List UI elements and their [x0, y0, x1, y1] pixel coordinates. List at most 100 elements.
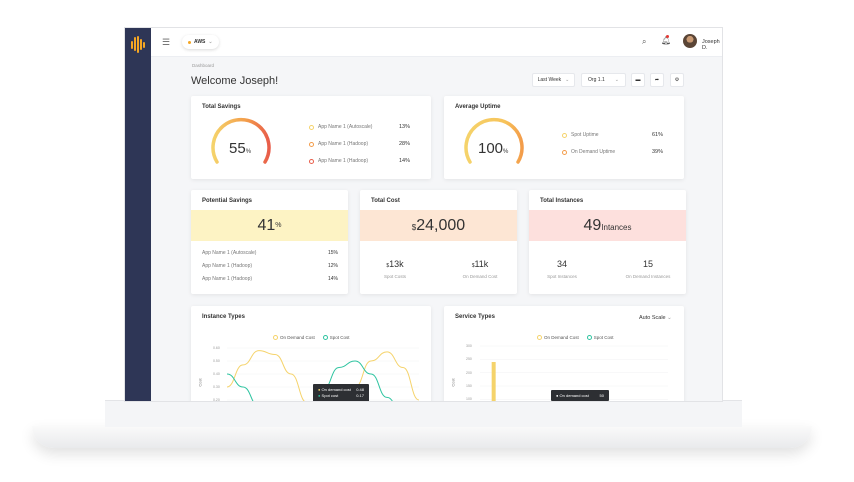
average-uptime-gauge: [464, 117, 524, 164]
y-tick-label: 200: [466, 370, 472, 375]
app-screen: ☰ AWS ⌄ ⌕ 🔔︎ Joseph D. ⌄ Dashboard Welco…: [125, 28, 722, 401]
y-tick-label: 0.60: [213, 346, 220, 350]
legend-item: Spot Uptime: [562, 132, 599, 138]
tooltip-row: ● On demand cost 50: [556, 393, 604, 398]
sidebar: [125, 28, 151, 401]
potential-savings-card: Potential Savings 41% App Name 1 (Autosc…: [191, 190, 348, 294]
list-item: App Name 1 (Hadoop) 14%: [202, 276, 338, 282]
menu-icon[interactable]: ☰: [162, 37, 171, 47]
total-instances-value: 49: [583, 216, 602, 234]
brand-logo-icon[interactable]: [131, 36, 146, 53]
legend-item: App Name 1 (Hadoop): [309, 158, 368, 164]
legend-pct: 61%: [652, 132, 664, 138]
search-icon[interactable]: ⌕: [642, 37, 647, 46]
legend-pct: 13%: [399, 124, 411, 130]
spot-instances-label: Spot Instances: [547, 274, 577, 279]
card-title: Total Cost: [371, 198, 400, 204]
range-select[interactable]: Last Week ⌄: [532, 73, 575, 87]
breadcrumb[interactable]: Dashboard: [192, 63, 215, 68]
chevron-down-icon: ⌄: [208, 39, 213, 45]
total-savings-card: Total Savings 55% App Name 1 (Autoscale)…: [191, 96, 431, 179]
chart-legend: On Demand Cost Spot Cost: [537, 335, 614, 340]
message-button[interactable]: ▬: [631, 73, 645, 87]
on-demand-cost-label: On Demand Cost: [462, 274, 498, 279]
legend-item[interactable]: On Demand Cost: [273, 335, 315, 340]
share-button[interactable]: ➦: [650, 73, 664, 87]
spot-cost-label: Spot Costs: [383, 274, 406, 279]
service-types-card: Service Types Auto Scale ⌄ On Demand Cos…: [444, 306, 684, 401]
instance-types-chart: [226, 347, 420, 401]
chevron-down-icon: ⌄: [667, 315, 672, 321]
average-uptime-card: Average Uptime 100% Spot Uptime 61% On D…: [444, 96, 684, 179]
card-title: Total Savings: [202, 104, 241, 110]
y-tick-label: 0.30: [213, 385, 220, 389]
y-tick-label: 250: [466, 357, 472, 362]
circle-icon: [309, 158, 314, 164]
circle-icon: [562, 132, 567, 138]
message-icon: ▬: [635, 77, 641, 83]
avatar[interactable]: [683, 34, 697, 48]
card-title: Total Instances: [540, 198, 584, 204]
circle-icon: [322, 335, 328, 340]
on-demand-instances-label: On Demand Instances: [625, 274, 671, 279]
chart-legend: On Demand Cost Spot Cost: [273, 335, 350, 340]
circle-icon: [273, 335, 278, 340]
chart-tooltip: ● On demand cost 50: [551, 390, 609, 401]
org-select-label: Org 1.1: [588, 77, 605, 83]
unit-label: Intances: [601, 222, 632, 232]
total-cost-card: Total Cost $24,000 $13k Spot Costs $11k …: [360, 190, 517, 294]
y-tick-label: 0.20: [213, 398, 220, 401]
instance-types-card: Instance Types On Demand Cost Spot Cost …: [191, 306, 431, 401]
on-demand-cost-value: $11k: [471, 259, 489, 269]
scale-select[interactable]: Auto Scale ⌄: [639, 315, 672, 321]
cloud-selector-label: AWS: [194, 39, 206, 45]
series-line-on-demand-cost: [226, 350, 420, 401]
top-bar: ☰ AWS ⌄ ⌕ 🔔︎ Joseph D. ⌄: [151, 28, 722, 57]
legend-item[interactable]: Spot Cost: [322, 335, 350, 340]
chevron-down-icon: ⌄: [565, 77, 570, 83]
status-dot-icon: [188, 40, 191, 44]
potential-savings-value: 41: [257, 216, 276, 234]
list-item: App Name 1 (Autoscale) 15%: [202, 250, 338, 256]
tooltip-row: ● Spot cost 0.17: [318, 393, 364, 398]
legend-item: App Name 1 (Autoscale): [309, 124, 372, 130]
y-tick-label: 150: [466, 384, 472, 388]
chart-tooltip: ● On demand cost 0.48 ● Spot cost 0.17: [313, 384, 369, 401]
laptop-lip: [105, 400, 742, 427]
legend-pct: 14%: [399, 158, 411, 164]
average-uptime-value: 100%: [478, 140, 509, 157]
bell-icon[interactable]: 🔔︎: [661, 36, 672, 45]
user-name[interactable]: Joseph D.: [702, 39, 720, 51]
total-instances-band: 49 Intances: [529, 210, 686, 241]
cloud-selector[interactable]: AWS ⌄: [182, 35, 219, 49]
unit-label: %: [275, 222, 282, 229]
circle-icon: [562, 149, 567, 155]
total-savings-value: 55%: [229, 140, 252, 157]
currency-symbol: $: [411, 223, 417, 232]
legend-item[interactable]: Spot Cost: [586, 335, 614, 340]
gear-icon: ⚙: [674, 77, 680, 83]
notification-dot: [666, 35, 669, 38]
total-cost-band: $24,000: [360, 210, 517, 241]
spot-cost-value: $13k: [386, 259, 404, 269]
legend-item[interactable]: On Demand Cost: [537, 335, 579, 340]
total-instances-card: Total Instances 49 Intances 34 Spot Insta…: [529, 190, 686, 294]
y-tick-label: 300: [466, 344, 472, 348]
org-select[interactable]: Org 1.1 ⌄: [581, 73, 626, 87]
page-title: Welcome Joseph!: [191, 75, 279, 87]
laptop-base: [32, 426, 812, 448]
y-tick-label: 100: [466, 397, 472, 401]
legend-pct: 28%: [399, 141, 411, 147]
card-title: Potential Savings: [202, 198, 253, 204]
bar-on-demand-cost: [491, 362, 496, 401]
settings-button[interactable]: ⚙: [670, 73, 684, 87]
range-select-label: Last Week: [537, 77, 562, 83]
on-demand-instances-value: 15: [642, 259, 653, 269]
circle-icon: [586, 335, 592, 340]
potential-savings-band: 41%: [191, 210, 348, 241]
y-tick-label: 0.40: [213, 372, 220, 376]
tooltip-row: ● On demand cost 0.48: [318, 387, 364, 392]
circle-icon: [309, 141, 314, 147]
card-title: Instance Types: [202, 314, 245, 320]
